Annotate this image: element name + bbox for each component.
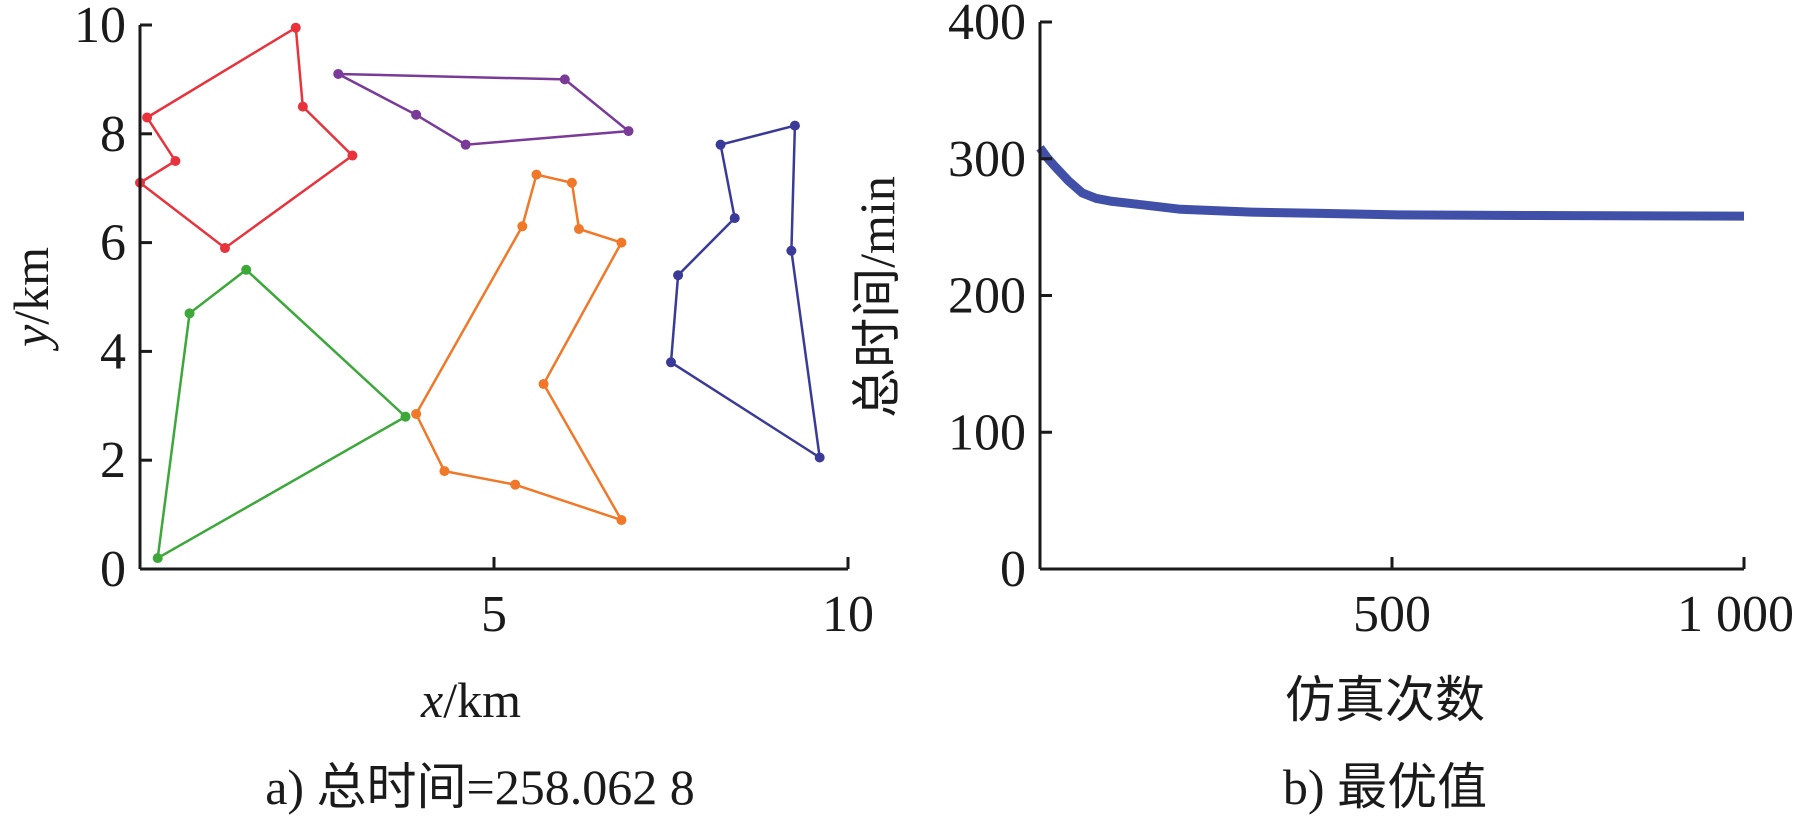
panel-a-caption: a) 总时间=258.062 8: [265, 759, 695, 815]
route-5-point-3: [789, 120, 800, 131]
route-1-point-4: [219, 243, 230, 254]
route-3-point-5: [538, 379, 549, 390]
y-tick-label: 8: [100, 106, 126, 163]
y-tick-label: 200: [948, 268, 1026, 325]
x-tick-label: 10: [822, 586, 874, 643]
y-tick-label: 4: [100, 323, 126, 380]
route-4-point-2: [184, 308, 195, 319]
route-3-point-1: [411, 408, 422, 419]
route-3-point-2: [439, 466, 450, 477]
route-plot-series: [135, 22, 825, 564]
convergence-line: [1036, 145, 1745, 221]
x-axis-label: x/km: [420, 672, 521, 728]
x-tick-label: 500: [1353, 586, 1431, 643]
route-1-point-5: [347, 150, 358, 161]
y-tick-label: 2: [100, 432, 126, 489]
route-4-point-3: [152, 553, 163, 564]
y-tick-label: 300: [948, 131, 1026, 188]
route-1-point-7: [290, 22, 301, 33]
route-3-point-7: [573, 224, 584, 234]
route-1-point-2: [170, 156, 181, 166]
route-1-point-1: [142, 112, 153, 123]
route-2-point-5: [559, 74, 570, 85]
route-2-point-4: [623, 126, 634, 137]
route-5-point-6: [673, 270, 684, 281]
route-3-point-6: [616, 237, 627, 248]
route-line-2: [337, 72, 632, 146]
route-line-5: [669, 123, 821, 459]
y-tick-label: 0: [100, 541, 126, 598]
route-5-point-2: [786, 245, 797, 256]
route-2-point-1: [333, 68, 344, 79]
x-tick-label: 1 000: [1677, 586, 1794, 643]
route-5-point-4: [715, 139, 726, 150]
convergence-plot-series: [1036, 145, 1745, 221]
route-3-point-4: [616, 515, 627, 526]
route-plot: 0 2 4 6 8 10 5 10 y/km x/km a) 总时间=258.062 8: [3, 0, 874, 815]
route-5-point-5: [729, 213, 740, 224]
x-axis-label: 仿真次数: [1285, 672, 1485, 728]
route-5-point-7: [666, 357, 676, 368]
route-2-point-3: [460, 139, 471, 150]
route-3-point-3: [510, 479, 521, 490]
route-4-point-1: [241, 264, 252, 275]
route-4-point-4: [400, 411, 411, 422]
y-tick-label: 10: [74, 0, 126, 54]
y-tick-label: 0: [1000, 541, 1026, 598]
y-axis-label: y/km: [3, 247, 59, 352]
route-3-point-8: [566, 177, 577, 188]
route-2-point-2: [411, 109, 422, 120]
route-1-point-6: [297, 101, 308, 112]
y-axis-label: 总时间/min: [849, 176, 905, 418]
y-tick-label: 6: [100, 215, 126, 272]
y-tick-label: 400: [948, 0, 1026, 51]
route-5-point-1: [814, 452, 825, 463]
route-plot-ticks: 0 2 4 6 8 10 5 10: [74, 0, 874, 643]
x-tick-label: 5: [481, 586, 507, 643]
panel-b-caption: b) 最优值: [1283, 759, 1487, 815]
convergence-plot: 0 100 200 300 400 500 1 000 总时间/min 仿真次数 b) 最优…: [849, 0, 1794, 815]
route-line-1: [137, 25, 355, 250]
convergence-plot-ticks: 0 100 200 300 400 500 1 000: [948, 0, 1794, 643]
route-3-point-9: [531, 169, 542, 180]
y-tick-label: 100: [948, 404, 1026, 461]
route-3-point-10: [517, 221, 528, 232]
route-line-4: [156, 268, 408, 561]
